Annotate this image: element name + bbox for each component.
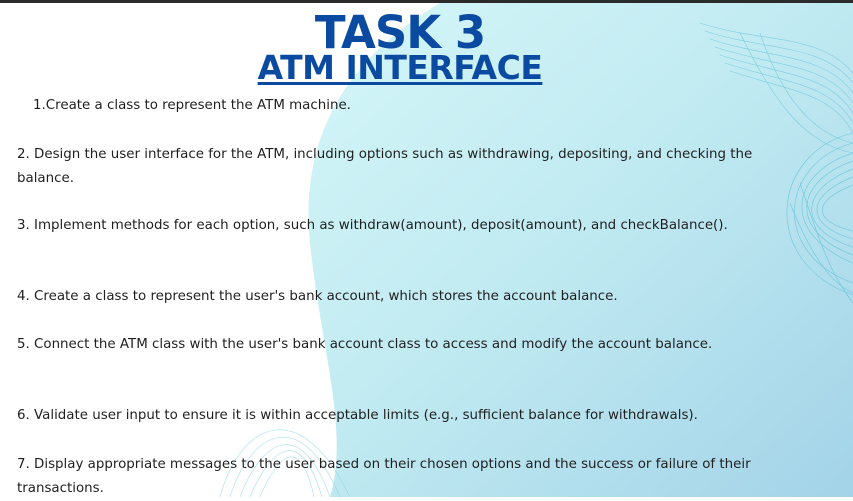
task-item-2: 2. Design the user interface for the ATM… — [17, 147, 753, 186]
top-border — [0, 0, 853, 3]
task-item-1: 1.Create a class to represent the ATM ma… — [33, 98, 351, 113]
task-item-6: 6. Validate user input to ensure it is w… — [17, 408, 698, 423]
subtitle-text: ATM INTERFACE — [257, 48, 543, 87]
mesh-pattern-middle — [786, 132, 853, 304]
task-item-3: 3. Implement methods for each option, su… — [17, 218, 728, 233]
mesh-pattern-top — [699, 22, 853, 154]
background-wave — [308, 3, 853, 497]
task-item-7: 7. Display appropriate messages to the u… — [17, 457, 751, 496]
background-decoration — [219, 3, 853, 497]
mesh-pattern-bottom — [219, 429, 351, 497]
task-item-5: 5. Connect the ATM class with the user's… — [17, 337, 713, 352]
page-subtitle: ATM INTERFACE — [0, 51, 800, 85]
page-title: TASK 3 — [314, 6, 486, 59]
task-item-4: 4. Create a class to represent the user'… — [17, 289, 618, 304]
